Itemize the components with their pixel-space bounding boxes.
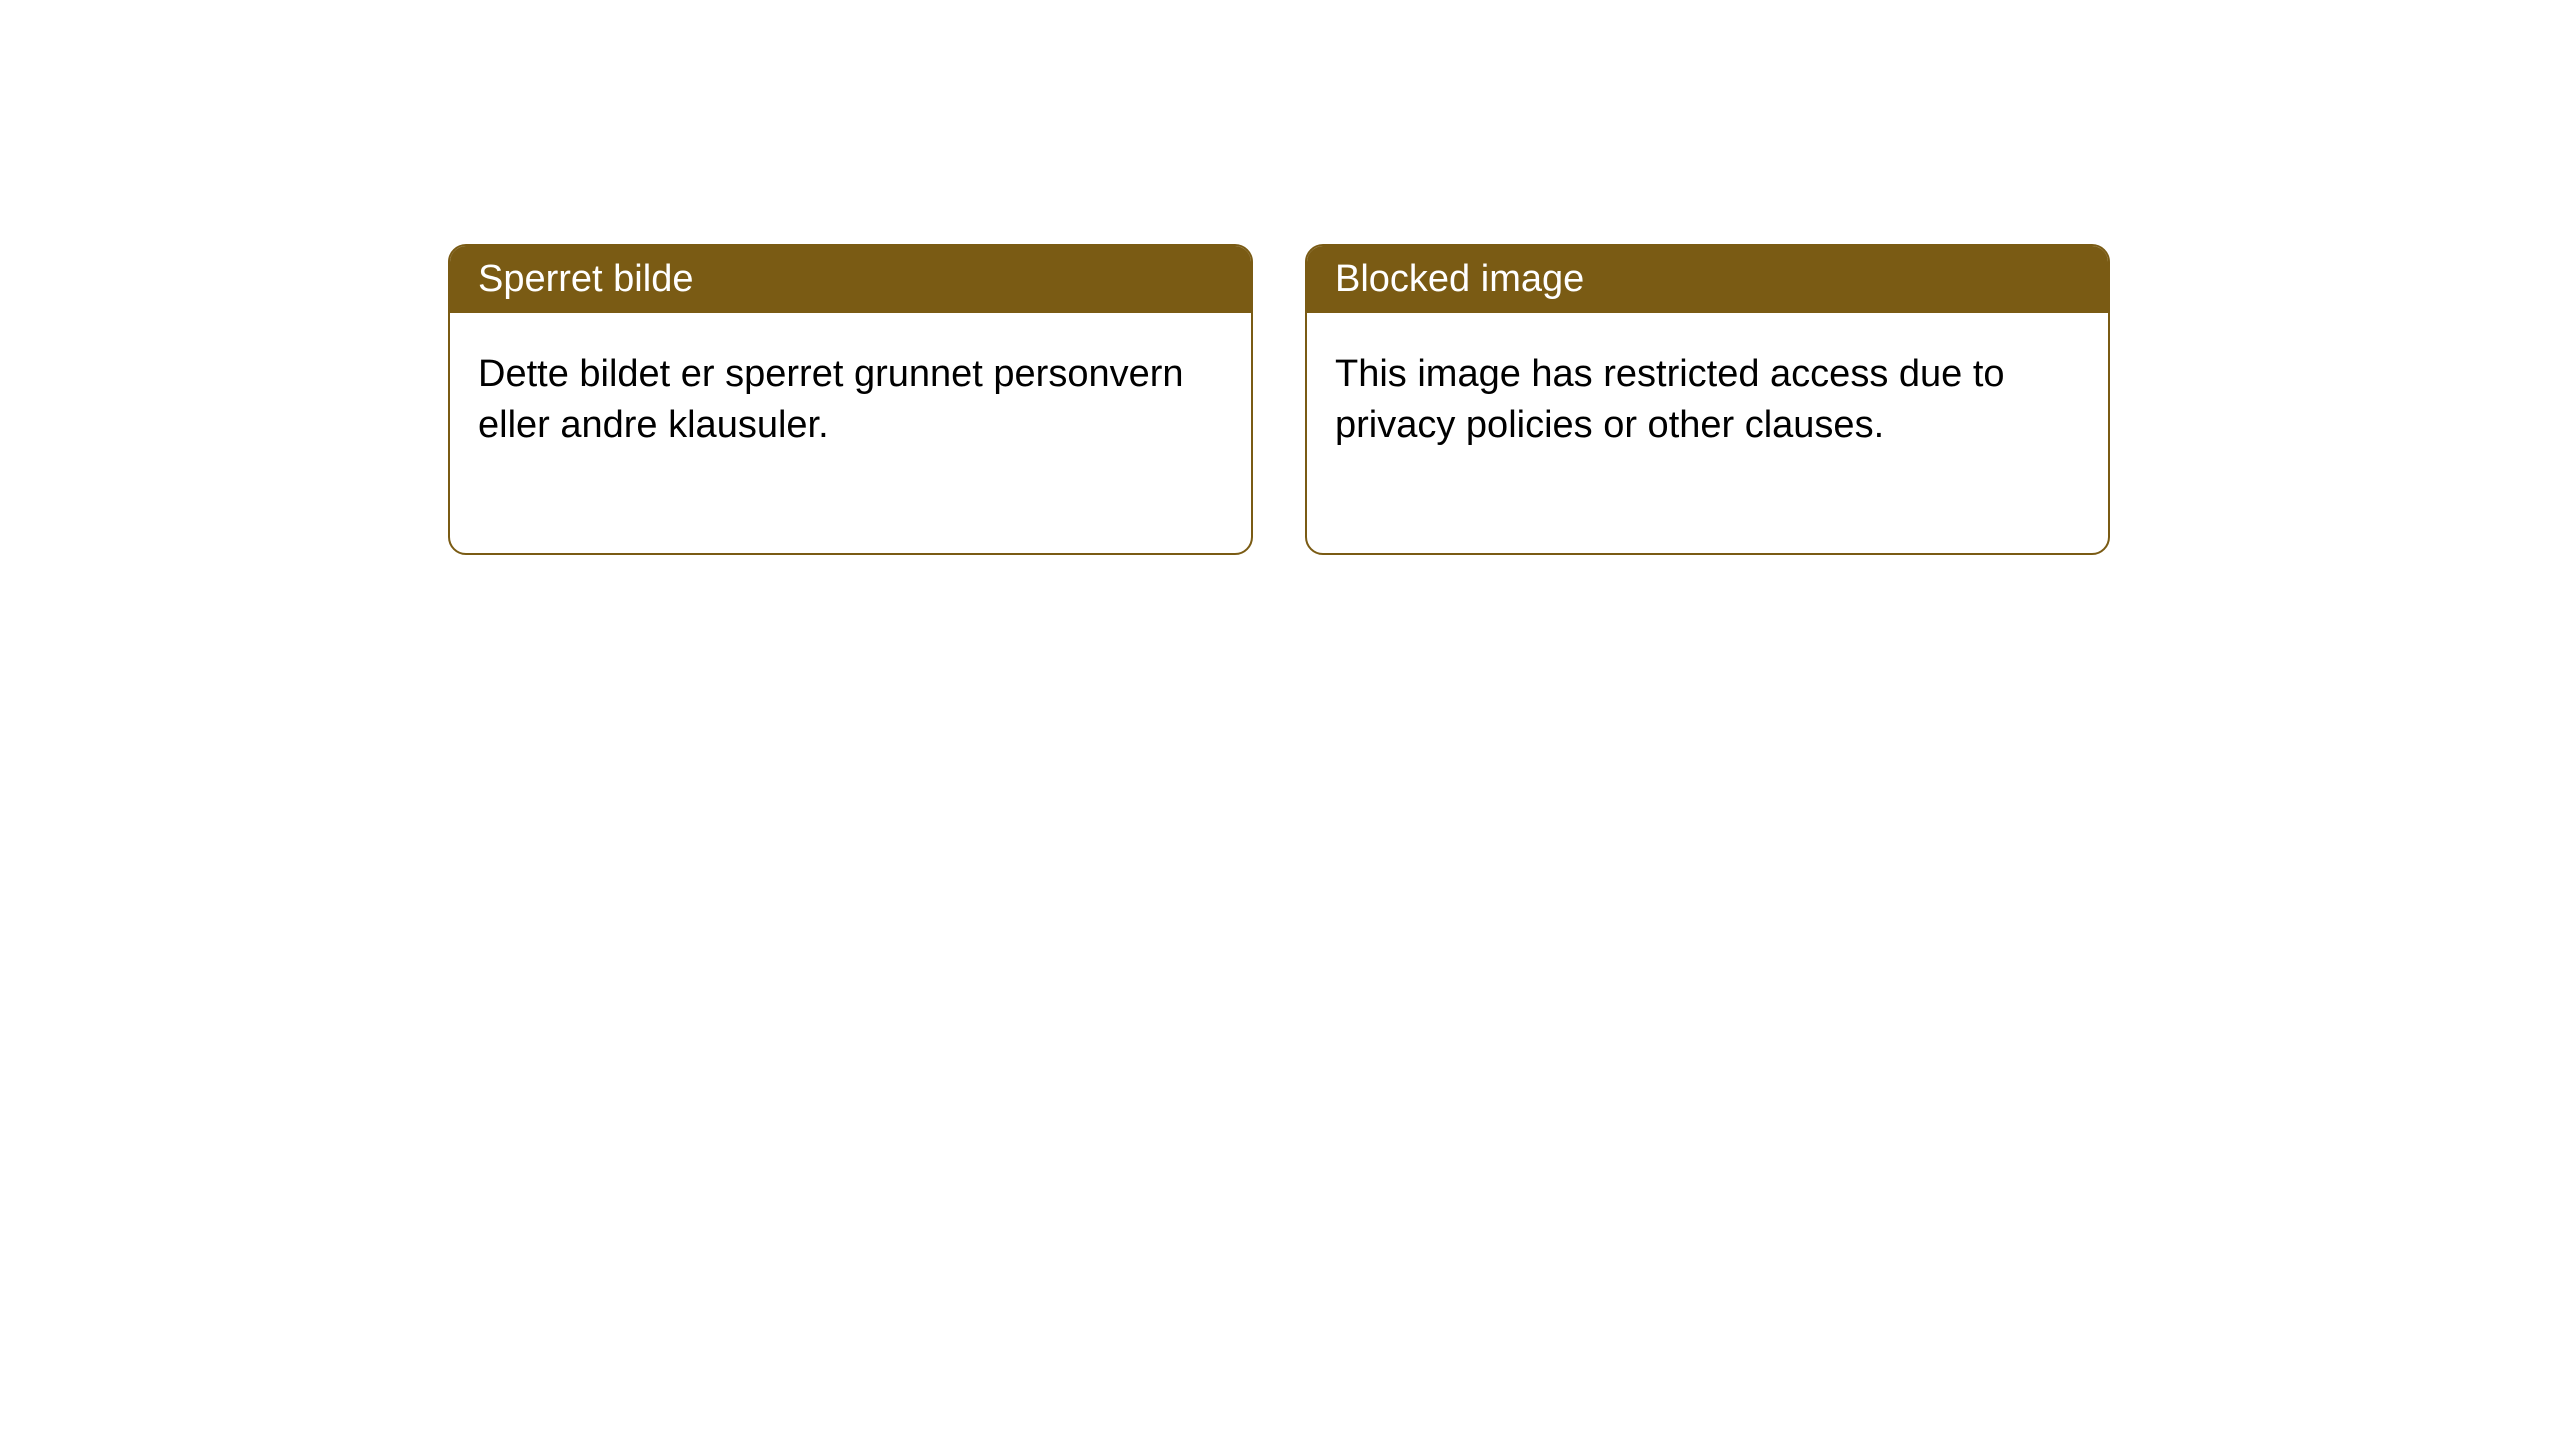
notice-card-norwegian: Sperret bilde Dette bildet er sperret gr… (448, 244, 1253, 555)
notice-card-english: Blocked image This image has restricted … (1305, 244, 2110, 555)
card-body: Dette bildet er sperret grunnet personve… (450, 313, 1251, 553)
notice-cards-container: Sperret bilde Dette bildet er sperret gr… (448, 244, 2110, 555)
card-header: Blocked image (1307, 246, 2108, 313)
card-message: Dette bildet er sperret grunnet personve… (478, 353, 1184, 446)
card-title: Sperret bilde (478, 258, 693, 300)
card-header: Sperret bilde (450, 246, 1251, 313)
card-body: This image has restricted access due to … (1307, 313, 2108, 553)
card-message: This image has restricted access due to … (1335, 353, 2005, 446)
card-title: Blocked image (1335, 258, 1584, 300)
